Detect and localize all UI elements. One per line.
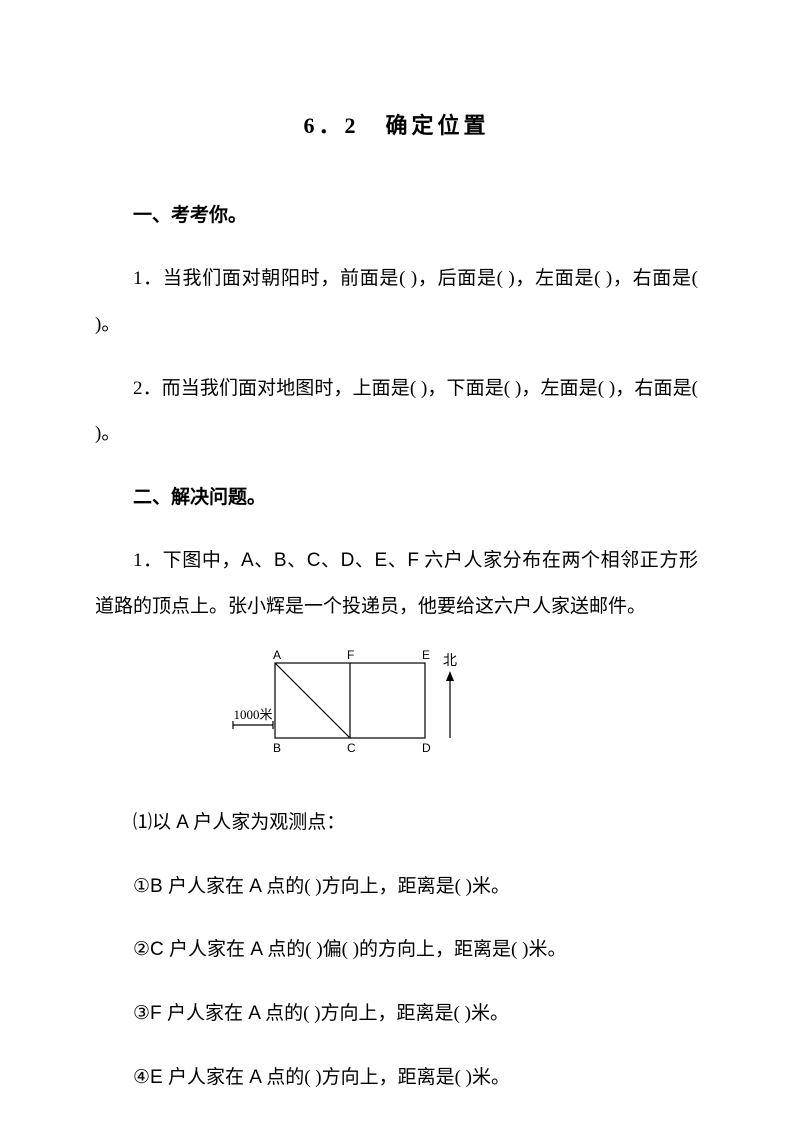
li2-d: A xyxy=(245,939,267,960)
sub1-b: A xyxy=(171,812,193,833)
li3-a: ③ xyxy=(133,1003,150,1024)
q2-1-a: 1．下图中， xyxy=(133,550,241,571)
diagram: A F E B C D 1000米 北 xyxy=(225,648,698,776)
svg-text:E: E xyxy=(422,648,430,662)
sub1-c: 户人家为观测点： xyxy=(193,812,345,833)
list-item-4: ④E 户人家在 A 点的( )方向上，距离是( )米。 xyxy=(95,1055,698,1101)
li3-d: A xyxy=(243,1003,265,1024)
list-item-3: ③F 户人家在 A 点的( )方向上，距离是( )米。 xyxy=(95,991,698,1037)
li2-a: ② xyxy=(133,939,150,960)
li1-b: B xyxy=(150,876,168,897)
page-title: 6．2 确定位置 xyxy=(95,100,698,153)
q1-1: 1．当我们面对朝阳时，前面是( )，后面是( )，左面是( )，右面是( )。 xyxy=(95,256,698,347)
svg-text:F: F xyxy=(347,648,354,662)
li2-e: 点的( )偏( )的方向上，距离是( )米。 xyxy=(267,939,566,960)
svg-text:北: 北 xyxy=(443,653,457,669)
li2-b: C xyxy=(150,939,169,960)
li4-e: 点的( )方向上，距离是( )米。 xyxy=(266,1067,510,1088)
sub-1: ⑴以 A 户人家为观测点： xyxy=(95,800,698,846)
li1-c: 户人家在 xyxy=(168,876,244,897)
q2-1-b: A、B、C、D、E、F xyxy=(241,550,419,571)
li1-d: A xyxy=(244,876,266,897)
diagram-svg: A F E B C D 1000米 北 xyxy=(225,648,505,758)
li4-a: ④ xyxy=(133,1067,150,1088)
svg-text:1000米: 1000米 xyxy=(233,707,272,722)
li1-a: ① xyxy=(133,876,150,897)
li4-b: E xyxy=(150,1067,168,1088)
li4-d: A xyxy=(244,1067,266,1088)
li3-e: 点的( )方向上，距离是( )米。 xyxy=(265,1003,509,1024)
q1-2: 2．而当我们面对地图时，上面是( )，下面是( )，左面是( )，右面是( )。 xyxy=(95,366,698,457)
li2-c: 户人家在 xyxy=(169,939,245,960)
li3-c: 户人家在 xyxy=(167,1003,243,1024)
svg-text:A: A xyxy=(273,648,281,662)
svg-text:C: C xyxy=(347,741,356,755)
sub1-a: ⑴以 xyxy=(133,812,171,833)
li3-b: F xyxy=(150,1003,167,1024)
svg-text:B: B xyxy=(273,741,281,755)
li1-e: 点的( )方向上，距离是( )米。 xyxy=(266,876,510,897)
svg-text:D: D xyxy=(422,741,431,755)
section-2-header: 二、解决问题。 xyxy=(95,475,698,521)
li4-c: 户人家在 xyxy=(168,1067,244,1088)
list-item-2: ②C 户人家在 A 点的( )偏( )的方向上，距离是( )米。 xyxy=(95,927,698,973)
section-1-header: 一、考考你。 xyxy=(95,193,698,239)
q2-1: 1．下图中，A、B、C、D、E、F 六户人家分布在两个相邻正方形道路的顶点上。张… xyxy=(95,538,698,629)
list-item-1: ①B 户人家在 A 点的( )方向上，距离是( )米。 xyxy=(95,864,698,910)
